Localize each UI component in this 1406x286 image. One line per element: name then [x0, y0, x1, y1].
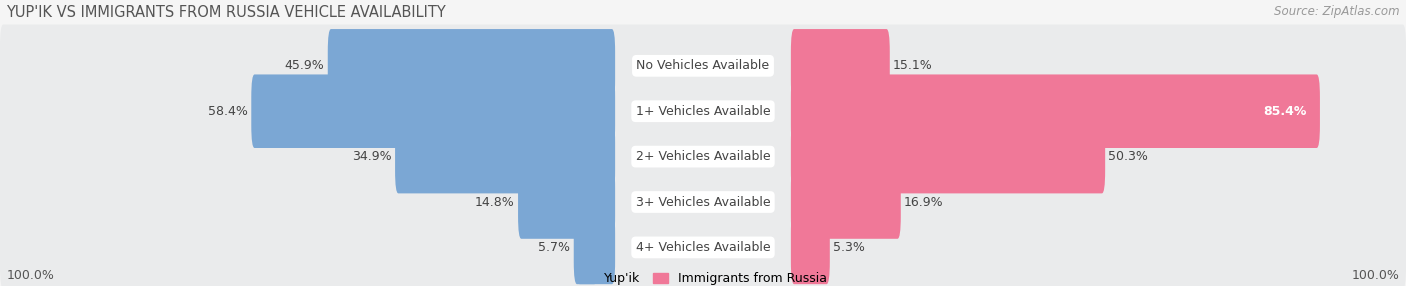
FancyBboxPatch shape	[790, 165, 901, 239]
FancyBboxPatch shape	[395, 120, 616, 193]
FancyBboxPatch shape	[252, 74, 616, 148]
FancyBboxPatch shape	[0, 70, 1406, 152]
Text: 15.1%: 15.1%	[893, 59, 932, 72]
FancyBboxPatch shape	[0, 25, 1406, 107]
Text: 100.0%: 100.0%	[7, 269, 55, 282]
Text: 5.3%: 5.3%	[834, 241, 865, 254]
Text: 5.7%: 5.7%	[538, 241, 571, 254]
Text: 100.0%: 100.0%	[1351, 269, 1399, 282]
Text: 50.3%: 50.3%	[1108, 150, 1149, 163]
FancyBboxPatch shape	[0, 206, 1406, 286]
Text: 2+ Vehicles Available: 2+ Vehicles Available	[636, 150, 770, 163]
Text: YUP'IK VS IMMIGRANTS FROM RUSSIA VEHICLE AVAILABILITY: YUP'IK VS IMMIGRANTS FROM RUSSIA VEHICLE…	[7, 5, 446, 19]
Text: 58.4%: 58.4%	[208, 105, 247, 118]
Text: Source: ZipAtlas.com: Source: ZipAtlas.com	[1274, 5, 1399, 17]
FancyBboxPatch shape	[328, 29, 616, 103]
FancyBboxPatch shape	[790, 120, 1105, 193]
Legend: Yup'ik, Immigrants from Russia: Yup'ik, Immigrants from Russia	[579, 273, 827, 285]
FancyBboxPatch shape	[517, 165, 616, 239]
Text: 45.9%: 45.9%	[285, 59, 325, 72]
Text: 34.9%: 34.9%	[352, 150, 392, 163]
FancyBboxPatch shape	[0, 161, 1406, 243]
FancyBboxPatch shape	[790, 29, 890, 103]
Text: 1+ Vehicles Available: 1+ Vehicles Available	[636, 105, 770, 118]
Text: No Vehicles Available: No Vehicles Available	[637, 59, 769, 72]
Text: 16.9%: 16.9%	[904, 196, 943, 208]
FancyBboxPatch shape	[790, 74, 1320, 148]
FancyBboxPatch shape	[574, 211, 616, 284]
Text: 3+ Vehicles Available: 3+ Vehicles Available	[636, 196, 770, 208]
Text: 85.4%: 85.4%	[1264, 105, 1308, 118]
Text: 14.8%: 14.8%	[475, 196, 515, 208]
Text: 4+ Vehicles Available: 4+ Vehicles Available	[636, 241, 770, 254]
FancyBboxPatch shape	[790, 211, 830, 284]
FancyBboxPatch shape	[0, 115, 1406, 198]
